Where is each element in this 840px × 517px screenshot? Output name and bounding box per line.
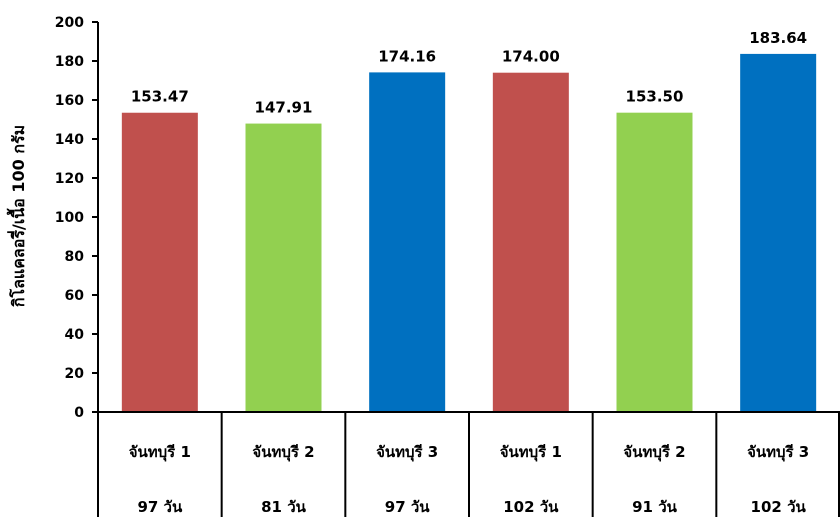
- bar: [492, 72, 569, 412]
- y-tick-label: 0: [74, 405, 84, 421]
- category-label: จันทบุรี 1: [500, 443, 562, 462]
- bars: 153.47 147.91 174.16 174.00 153.50 183.64: [121, 29, 817, 413]
- category-label: จันทบุรี 3: [376, 443, 438, 462]
- y-tick-label: 40: [65, 327, 85, 343]
- category-sublabel: 97 วัน: [385, 498, 431, 516]
- y-tick-label: 20: [65, 366, 85, 382]
- data-label: 147.91: [255, 99, 313, 117]
- y-tick-label: 100: [55, 210, 84, 226]
- bar: [245, 123, 322, 412]
- category-sublabel: 81 วัน: [261, 498, 307, 516]
- data-label: 153.47: [131, 88, 189, 106]
- category-label: จันทบุรี 3: [747, 443, 809, 462]
- bar: [121, 112, 198, 413]
- y-tick-label: 60: [65, 288, 85, 304]
- data-label: 174.00: [502, 48, 560, 66]
- category-label: จันทบุรี 2: [252, 443, 314, 462]
- category-sublabel: 91 วัน: [632, 498, 678, 516]
- y-tick-label: 180: [55, 54, 84, 70]
- y-axis-label: กิโลแคลอรี่/เนื้อ 100 กรัม: [6, 125, 28, 308]
- bar: [740, 53, 817, 412]
- category-label: จันทบุรี 2: [623, 443, 685, 462]
- data-label: 174.16: [378, 47, 436, 65]
- y-tick-label: 160: [55, 93, 84, 109]
- data-label: 183.64: [749, 29, 807, 47]
- x-axis: จันทบุรี 1 97 วัน จันทบุรี 2 81 วัน จันทบุรี…: [97, 411, 840, 517]
- y-axis: 0 20 40 60 80 100 120 140 160 180 200: [55, 15, 99, 421]
- data-label: 153.50: [626, 88, 684, 106]
- y-tick-label: 200: [55, 15, 84, 31]
- category-sublabel: 102 วัน: [503, 498, 559, 516]
- y-tick-label: 80: [65, 249, 85, 265]
- category-sublabel: 102 วัน: [751, 498, 807, 516]
- y-tick-label: 140: [55, 132, 84, 148]
- y-tick-label: 120: [55, 171, 84, 187]
- bar: [616, 112, 693, 413]
- category-label: จันทบุรี 1: [129, 443, 191, 462]
- category-sublabel: 97 วัน: [137, 498, 183, 516]
- bar: [369, 72, 446, 412]
